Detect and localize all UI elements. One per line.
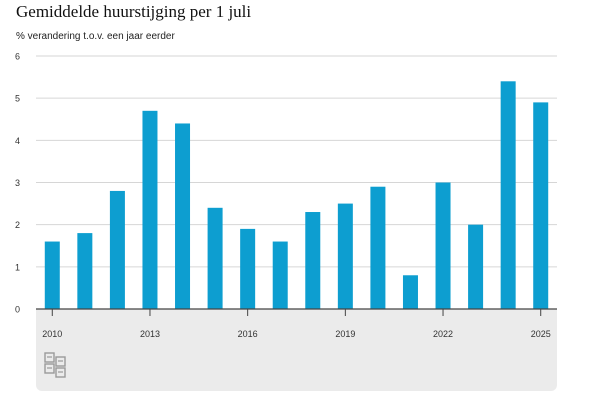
bar-2019 bbox=[337, 203, 353, 309]
x-axis-band bbox=[36, 309, 557, 391]
bar-2017 bbox=[272, 241, 288, 309]
bar-2025 bbox=[533, 102, 549, 309]
bar-2021 bbox=[402, 275, 418, 309]
y-tick-label: 3 bbox=[15, 178, 20, 188]
bar-2018 bbox=[305, 212, 321, 309]
bar-2012 bbox=[109, 190, 125, 309]
y-tick-label: 5 bbox=[15, 94, 20, 104]
bar-2022 bbox=[435, 182, 451, 309]
chart-title: Gemiddelde huurstijging per 1 juli bbox=[16, 2, 252, 21]
y-axis-labels: 0 1 2 3 4 5 6 bbox=[15, 52, 20, 315]
bar-2016 bbox=[240, 228, 256, 309]
bar-2014 bbox=[175, 123, 191, 309]
x-tick-label: 2025 bbox=[531, 329, 551, 339]
bar-2024 bbox=[500, 81, 516, 309]
bars bbox=[44, 81, 549, 309]
bar-2010 bbox=[44, 241, 60, 309]
x-tick-label: 2010 bbox=[42, 329, 62, 339]
x-tick-label: 2022 bbox=[433, 329, 453, 339]
bar-2023 bbox=[468, 224, 484, 309]
y-tick-label: 4 bbox=[15, 136, 20, 146]
x-tick-label: 2016 bbox=[238, 329, 258, 339]
x-tick-label: 2013 bbox=[140, 329, 160, 339]
bar-2011 bbox=[77, 233, 93, 309]
chart-subtitle: % verandering t.o.v. een jaar eerder bbox=[16, 31, 175, 42]
y-tick-label: 0 bbox=[15, 305, 20, 315]
x-tick-label: 2019 bbox=[335, 329, 355, 339]
bar-2013 bbox=[142, 110, 158, 309]
bar-2020 bbox=[370, 186, 386, 309]
y-tick-label: 1 bbox=[15, 262, 20, 272]
y-tick-label: 6 bbox=[15, 52, 20, 62]
x-axis-labels: 2010 2013 2016 2019 2022 2025 bbox=[42, 329, 550, 339]
x-axis bbox=[36, 308, 557, 316]
cbs-logo-icon bbox=[44, 352, 66, 378]
y-tick-label: 2 bbox=[15, 220, 20, 230]
bar-2015 bbox=[207, 207, 223, 309]
